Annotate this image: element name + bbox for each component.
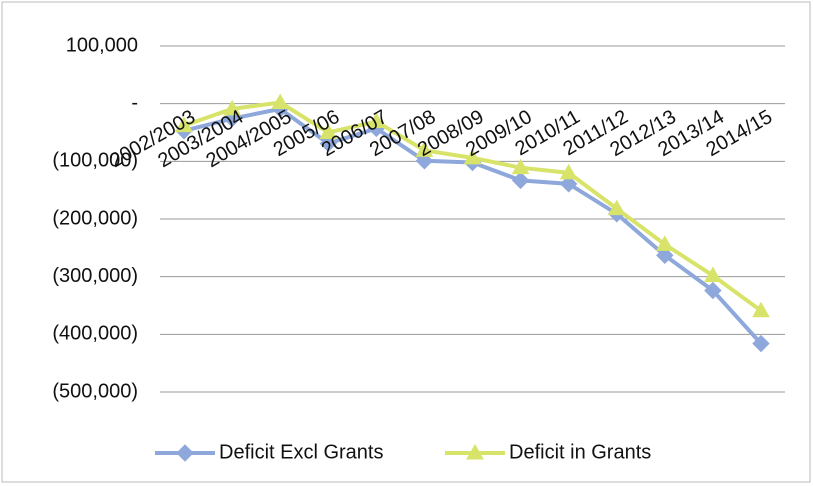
legend-marker	[466, 443, 484, 460]
marker	[511, 158, 530, 175]
marker	[655, 235, 674, 251]
marker	[607, 199, 626, 216]
y-tick-label: -	[131, 92, 138, 114]
marker	[271, 93, 290, 110]
legend-label: Deficit in Grants	[509, 441, 651, 463]
marker	[175, 116, 193, 133]
y-tick-label: (400,000)	[52, 323, 138, 345]
marker	[704, 281, 722, 300]
y-tick-label: 100,000	[66, 34, 138, 56]
y-tick-label: (300,000)	[52, 265, 138, 287]
legend-marker	[176, 444, 194, 462]
marker	[559, 175, 578, 193]
marker	[319, 123, 338, 139]
y-tick-label: (500,000)	[52, 380, 138, 402]
marker	[511, 171, 530, 190]
marker	[559, 163, 578, 180]
marker	[752, 301, 770, 318]
legend-label: Deficit Excl Grants	[219, 441, 383, 463]
marker	[367, 112, 386, 129]
marker	[704, 266, 722, 283]
marker	[463, 148, 482, 165]
marker	[223, 99, 241, 116]
marker	[656, 246, 674, 265]
marker	[415, 141, 434, 157]
marker	[752, 334, 770, 353]
y-tick-label: (100,000)	[52, 150, 138, 172]
y-tick-label: (200,000)	[52, 207, 138, 229]
marker	[319, 134, 337, 153]
